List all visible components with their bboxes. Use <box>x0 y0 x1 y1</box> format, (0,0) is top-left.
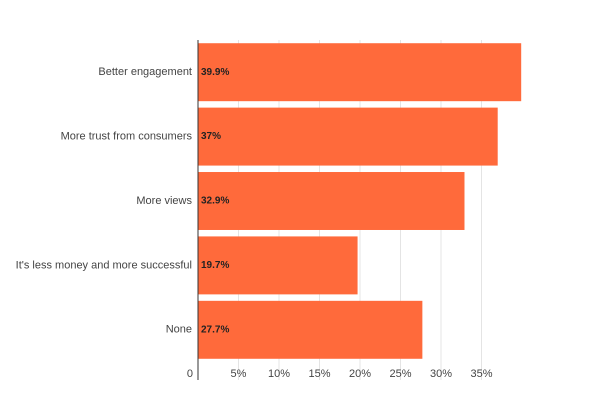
bar <box>198 107 498 166</box>
x-tick-label: 30% <box>430 368 452 380</box>
value-label: 19.7% <box>201 260 229 271</box>
x-tick-label: 10% <box>268 368 290 380</box>
y-tick-label: More views <box>136 195 192 207</box>
y-tick-label: More trust from consumers <box>61 131 193 143</box>
x-tick-label: 25% <box>389 368 411 380</box>
value-label: 27.7% <box>201 324 229 335</box>
x-tick-label: 20% <box>349 368 371 380</box>
value-label: 32.9% <box>201 196 229 207</box>
x-tick-label: 15% <box>308 368 330 380</box>
y-tick-label: Better engagement <box>98 66 192 78</box>
bar <box>198 236 358 295</box>
y-tick-label: It's less money and more successful <box>16 259 192 271</box>
bar <box>198 300 423 359</box>
x-tick-label: 35% <box>470 368 492 380</box>
x-tick-label: 0 <box>187 368 193 380</box>
value-label: 39.9% <box>201 67 229 78</box>
y-tick-label: None <box>166 324 192 336</box>
x-tick-label: 5% <box>231 368 247 380</box>
bar <box>198 172 465 230</box>
bar <box>198 43 522 102</box>
value-label: 37% <box>201 131 221 142</box>
